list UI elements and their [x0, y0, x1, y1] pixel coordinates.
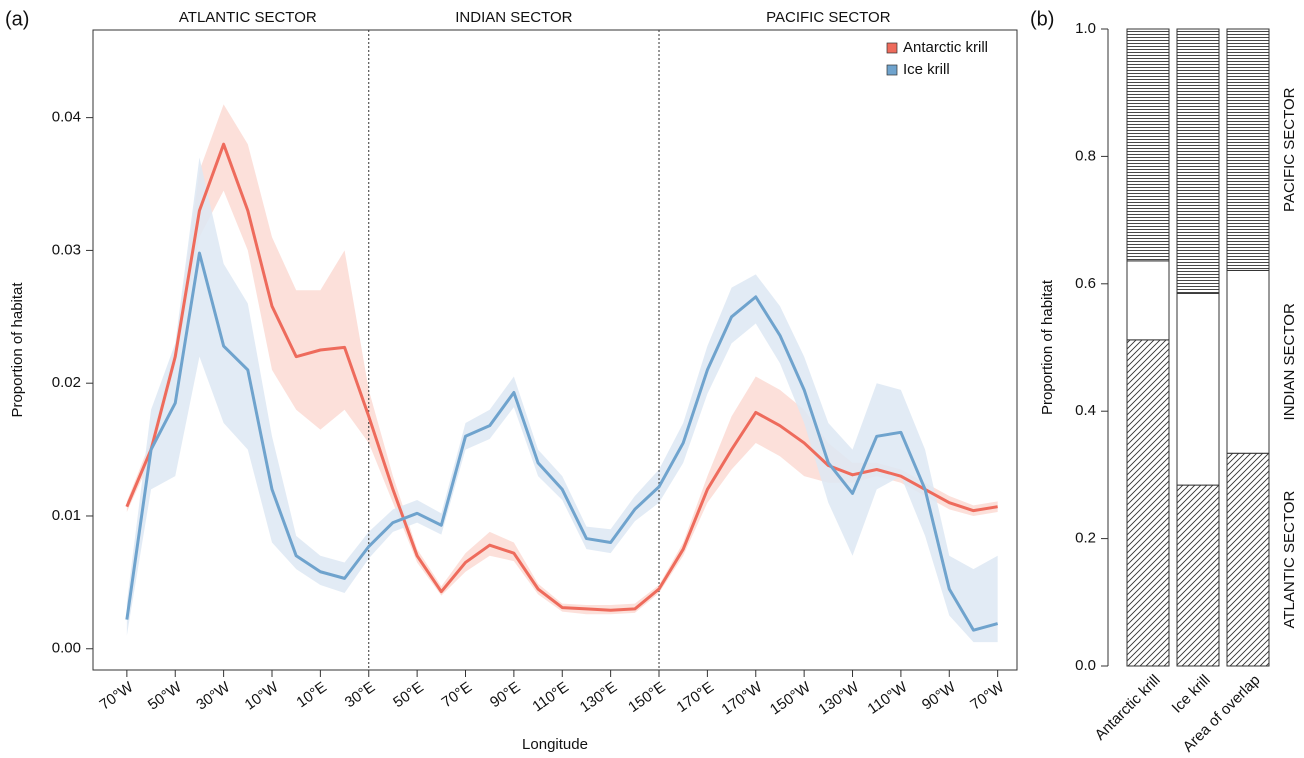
sector-label: ATLANTIC SECTOR: [179, 9, 317, 26]
bar-segment: [1126, 260, 1170, 341]
bar-segment: [1126, 339, 1170, 667]
confidence-band: [126, 104, 998, 615]
y-tick-label: 0.03: [52, 241, 81, 258]
legend-label: Antarctic krill: [903, 39, 988, 56]
x-tick-label: Antarctic krill: [1091, 672, 1163, 744]
panel-label: (b): [1030, 8, 1054, 30]
panel-label: (a): [5, 8, 29, 30]
sector-label: PACIFIC SECTOR: [766, 9, 891, 26]
y-tick-label: 0.02: [52, 374, 81, 391]
bar-segment: [1226, 28, 1270, 271]
y-tick-label: 0.04: [52, 109, 81, 126]
bar-segment: [1176, 484, 1220, 667]
series-label: INDIAN SECTOR: [1281, 303, 1298, 420]
x-tick-label: 170°E: [674, 679, 717, 716]
x-tick-label: 130°W: [815, 678, 862, 718]
legend-swatch: [886, 42, 898, 54]
y-tick-label: 0.4: [1075, 402, 1096, 419]
series-label: ATLANTIC SECTOR: [1281, 491, 1298, 629]
bar-segment: [1226, 269, 1270, 454]
x-tick-label: 50°E: [390, 679, 427, 712]
y-tick-label: 0.01: [52, 507, 81, 524]
x-tick-label: 10°W: [242, 678, 283, 714]
plot-frame: [92, 29, 1018, 671]
bar-segment: [1226, 452, 1270, 667]
series-line: [125, 142, 998, 612]
x-tick-label: 130°E: [577, 679, 620, 716]
bar-segment: [1126, 28, 1170, 262]
x-tick-label: 70°E: [439, 679, 476, 712]
y-tick-label: 0.6: [1075, 275, 1096, 292]
y-tick-label: 0.0: [1075, 657, 1096, 674]
y-axis-title: Proportion of habitat: [1039, 279, 1056, 415]
x-tick-label: 70°W: [967, 678, 1008, 714]
x-tick-label: 70°W: [97, 678, 138, 714]
bar-segment: [1176, 292, 1220, 486]
x-tick-label: 90°E: [487, 679, 524, 712]
x-tick-label: 150°E: [625, 679, 668, 716]
x-tick-label: 50°W: [145, 678, 186, 714]
legend-swatch: [886, 64, 898, 76]
y-tick-label: 1.0: [1075, 20, 1096, 37]
series-line: [125, 251, 999, 632]
y-tick-label: 0.00: [52, 640, 81, 657]
y-tick-label: 0.2: [1075, 530, 1096, 547]
x-tick-label: 110°W: [865, 678, 912, 718]
bar-segment: [1176, 28, 1220, 294]
sector-label: INDIAN SECTOR: [455, 9, 572, 26]
x-tick-label: 30°W: [193, 678, 234, 714]
series-label: PACIFIC SECTOR: [1281, 87, 1298, 212]
x-tick-label: 10°E: [293, 679, 330, 712]
legend-label: Ice krill: [903, 61, 950, 78]
y-tick-label: 0.8: [1075, 147, 1096, 164]
x-tick-label: 110°E: [529, 679, 571, 716]
x-tick-label: Ice krill: [1169, 672, 1214, 717]
x-tick-label: 150°W: [767, 678, 814, 718]
x-axis-title: Longitude: [522, 736, 588, 753]
y-axis-title: Proportion of habitat: [9, 282, 26, 418]
x-tick-label: 30°E: [342, 679, 379, 712]
x-tick-label: 170°W: [719, 678, 766, 718]
x-tick-label: 90°W: [919, 678, 960, 714]
